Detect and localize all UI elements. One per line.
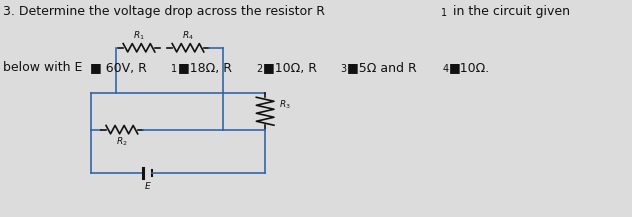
Text: 3: 3 [341, 64, 347, 74]
Text: 4: 4 [442, 64, 449, 74]
Text: $R_4$: $R_4$ [182, 30, 194, 42]
Text: 3. Determine the voltage drop across the resistor R: 3. Determine the voltage drop across the… [3, 5, 324, 18]
Text: ■ 60V, R: ■ 60V, R [90, 61, 147, 74]
Text: below with E: below with E [3, 61, 82, 74]
Text: $R_3$: $R_3$ [279, 98, 291, 111]
Text: $R_1$: $R_1$ [133, 30, 145, 42]
Text: 1: 1 [441, 8, 447, 18]
Text: ■18Ω, R: ■18Ω, R [178, 61, 231, 74]
Text: ■10Ω.: ■10Ω. [449, 61, 490, 74]
Text: in the circuit given: in the circuit given [449, 5, 569, 18]
Text: E: E [145, 182, 150, 191]
Text: $R_2$: $R_2$ [116, 135, 128, 148]
Text: 2: 2 [257, 64, 263, 74]
Text: ■10Ω, R: ■10Ω, R [263, 61, 317, 74]
Text: ■5Ω and R: ■5Ω and R [347, 61, 416, 74]
Text: 1: 1 [171, 64, 178, 74]
